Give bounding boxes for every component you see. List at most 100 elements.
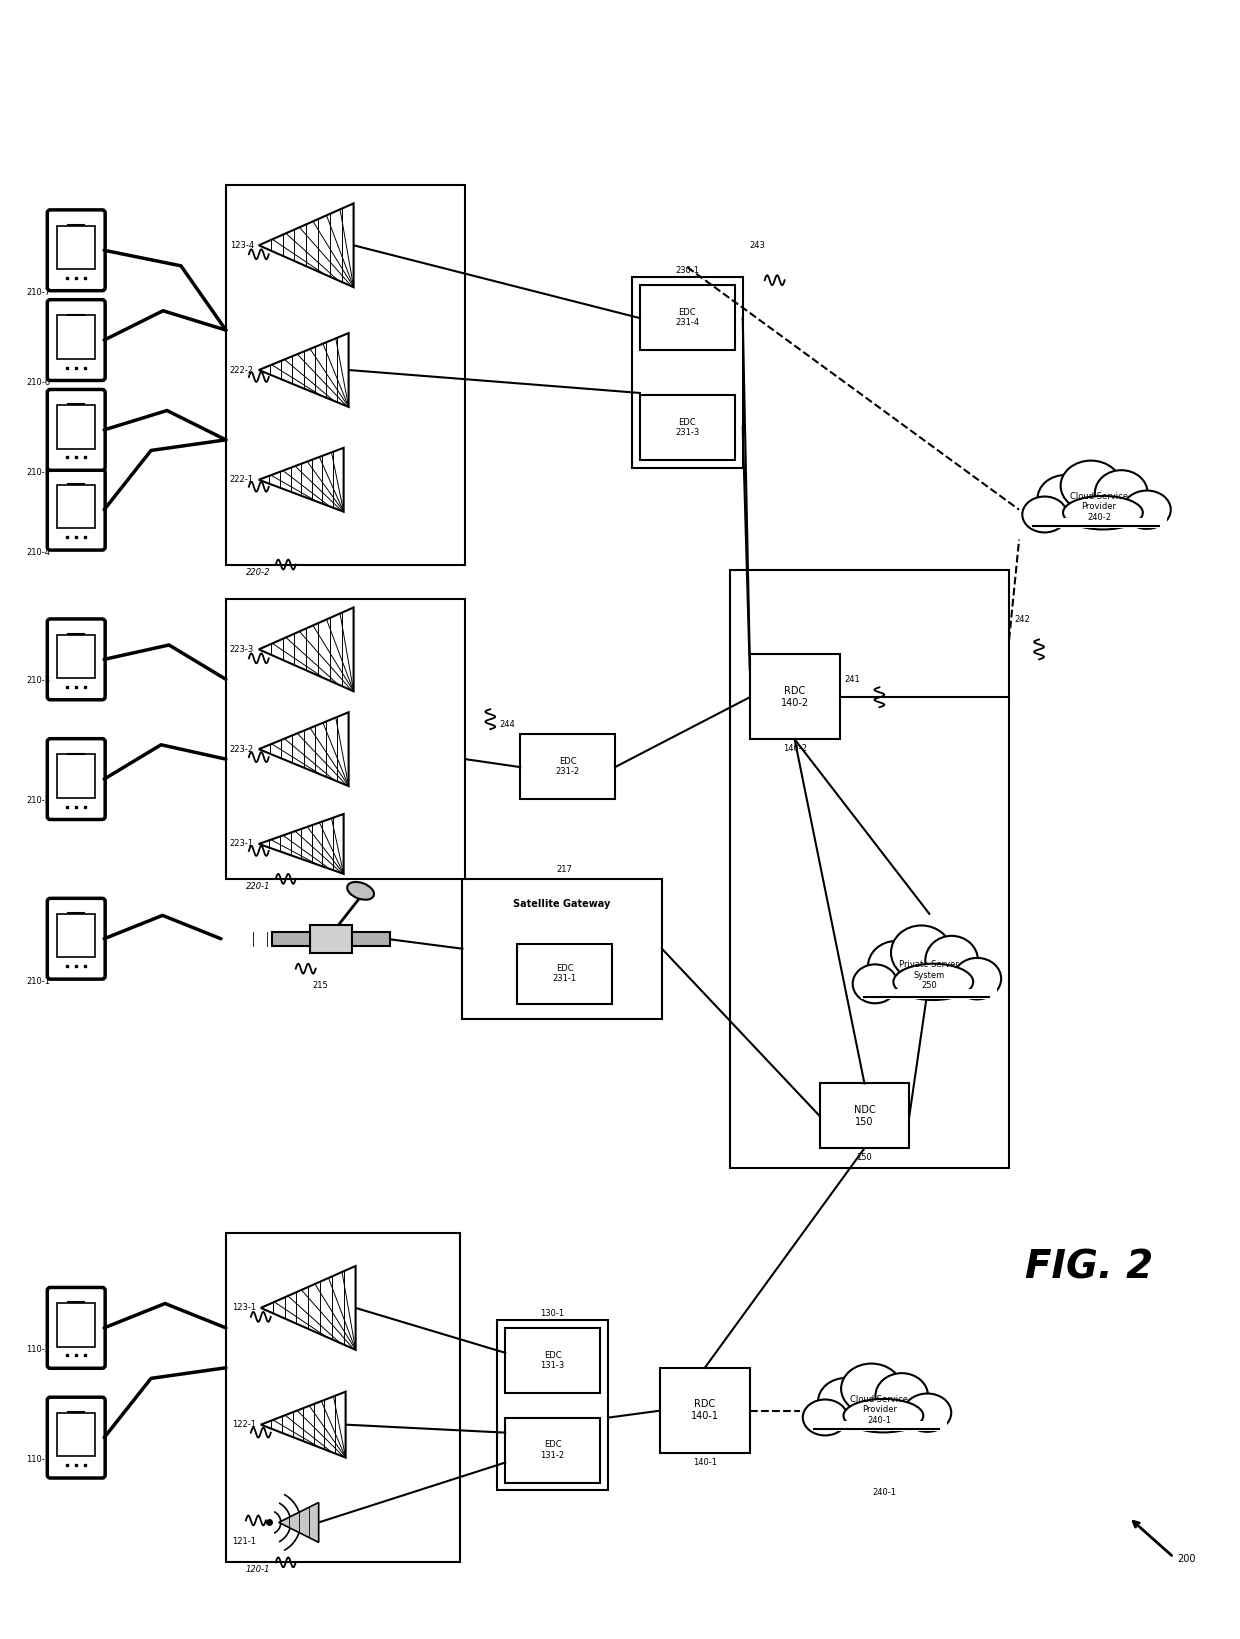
Polygon shape: [279, 1503, 319, 1542]
FancyBboxPatch shape: [47, 898, 105, 978]
Text: 241: 241: [844, 675, 861, 685]
FancyBboxPatch shape: [47, 620, 105, 700]
Bar: [57, 405, 95, 449]
Polygon shape: [260, 1392, 346, 1457]
Text: 243: 243: [750, 241, 765, 251]
Text: Satellite Gateway: Satellite Gateway: [513, 898, 611, 908]
Bar: [730, 570, 1009, 1169]
Text: RDC
140-2: RDC 140-2: [780, 687, 808, 708]
Text: Private Server
System
250: Private Server System 250: [899, 960, 960, 990]
Ellipse shape: [802, 1400, 847, 1436]
FancyBboxPatch shape: [47, 1288, 105, 1369]
Text: RDC
140-1: RDC 140-1: [691, 1400, 719, 1421]
Text: 130-1: 130-1: [541, 1310, 564, 1318]
Text: EDC
231-4: EDC 231-4: [676, 308, 699, 328]
FancyBboxPatch shape: [47, 390, 105, 470]
Bar: [862, 988, 997, 998]
Ellipse shape: [1123, 490, 1171, 529]
FancyBboxPatch shape: [47, 210, 105, 290]
Ellipse shape: [904, 1393, 951, 1432]
Ellipse shape: [892, 926, 951, 980]
Text: 210-6: 210-6: [26, 379, 51, 387]
Text: Cloud Service
Provider
240-1: Cloud Service Provider 240-1: [851, 1395, 909, 1424]
Ellipse shape: [843, 1400, 924, 1432]
Polygon shape: [259, 447, 343, 511]
Text: EDC
231-3: EDC 231-3: [676, 418, 699, 438]
Polygon shape: [259, 713, 348, 787]
Bar: [1032, 518, 1167, 528]
Text: 123-4: 123-4: [229, 241, 254, 249]
Bar: [820, 1083, 909, 1149]
Bar: [505, 1418, 600, 1483]
Ellipse shape: [1060, 461, 1121, 511]
Bar: [632, 277, 743, 467]
FancyBboxPatch shape: [47, 739, 105, 820]
Polygon shape: [259, 203, 353, 287]
Text: 223-1: 223-1: [229, 839, 254, 849]
Bar: [352, 931, 389, 946]
Bar: [57, 1413, 95, 1457]
Bar: [521, 734, 615, 800]
Ellipse shape: [868, 941, 924, 993]
Ellipse shape: [853, 964, 898, 1003]
Text: 200: 200: [1177, 1554, 1195, 1564]
Text: 217: 217: [557, 865, 573, 874]
Bar: [57, 634, 95, 679]
Text: 240-1: 240-1: [873, 1488, 897, 1496]
Text: 110-2: 110-2: [26, 1346, 51, 1354]
Ellipse shape: [1022, 497, 1066, 533]
Bar: [272, 931, 310, 946]
Text: 223-2: 223-2: [229, 744, 254, 754]
Ellipse shape: [818, 1378, 874, 1426]
Text: 210-1: 210-1: [26, 977, 51, 985]
Ellipse shape: [841, 1364, 901, 1414]
Text: 150: 150: [857, 1154, 872, 1162]
Polygon shape: [259, 608, 353, 692]
Text: 210-3: 210-3: [26, 677, 51, 685]
Text: 140-1: 140-1: [693, 1457, 717, 1467]
Bar: [226, 1233, 460, 1562]
Ellipse shape: [893, 964, 973, 1000]
Text: 122-1: 122-1: [232, 1419, 255, 1429]
Bar: [57, 315, 95, 359]
Text: 222-1: 222-1: [229, 475, 254, 484]
FancyBboxPatch shape: [47, 1396, 105, 1478]
Ellipse shape: [1063, 497, 1143, 529]
Text: Cloud Service
Provider
240-2: Cloud Service Provider 240-2: [1070, 492, 1128, 521]
Text: EDC
231-1: EDC 231-1: [553, 964, 577, 983]
Text: 210-4: 210-4: [26, 547, 51, 557]
Bar: [226, 185, 465, 564]
Bar: [57, 1303, 95, 1347]
Bar: [57, 915, 95, 957]
Bar: [463, 879, 662, 1018]
Text: 222-2: 222-2: [229, 365, 254, 374]
Text: EDC
131-3: EDC 131-3: [541, 1351, 564, 1370]
Text: 120-1: 120-1: [246, 1565, 270, 1575]
Bar: [226, 600, 465, 879]
Text: 123-1: 123-1: [232, 1303, 255, 1313]
Ellipse shape: [954, 957, 1001, 1000]
Bar: [57, 754, 95, 798]
Text: FIG. 2: FIG. 2: [1025, 1249, 1153, 1287]
Text: 110-1: 110-1: [26, 1454, 51, 1464]
FancyBboxPatch shape: [47, 469, 105, 551]
Text: 244: 244: [500, 720, 516, 729]
Bar: [57, 226, 95, 269]
Ellipse shape: [925, 936, 978, 985]
Text: 230-1: 230-1: [676, 266, 699, 275]
Text: 121-1: 121-1: [232, 1537, 255, 1546]
Ellipse shape: [1038, 475, 1094, 523]
Polygon shape: [259, 333, 348, 406]
Text: 210-2: 210-2: [26, 797, 51, 805]
Text: 220-1: 220-1: [246, 882, 270, 892]
Bar: [310, 924, 352, 952]
Ellipse shape: [1095, 470, 1147, 516]
FancyBboxPatch shape: [47, 300, 105, 380]
Polygon shape: [259, 815, 343, 874]
Text: 140-2: 140-2: [782, 744, 806, 754]
Polygon shape: [260, 1265, 356, 1351]
Text: 215: 215: [312, 980, 329, 990]
Text: 223-3: 223-3: [229, 644, 254, 654]
Text: EDC
231-2: EDC 231-2: [556, 757, 579, 777]
Text: 220-2: 220-2: [246, 567, 270, 577]
